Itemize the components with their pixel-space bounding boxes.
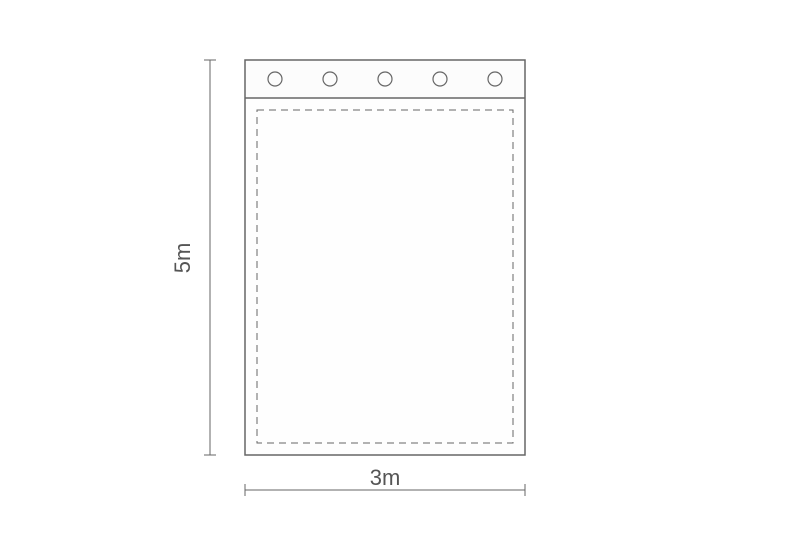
dimension-height-label: 5m: [170, 243, 195, 274]
panel: [245, 60, 525, 455]
dimension-height: 5m: [170, 60, 216, 455]
panel-body-fill: [245, 98, 525, 455]
panel-header-fill: [245, 60, 525, 98]
dimension-width-label: 3m: [370, 465, 401, 490]
dimension-width: 3m: [245, 465, 525, 496]
